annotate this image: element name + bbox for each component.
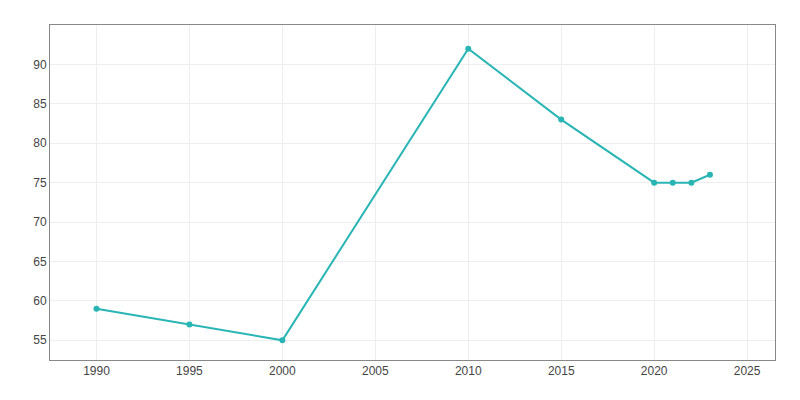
svg-text:2010: 2010 xyxy=(455,364,482,378)
svg-text:65: 65 xyxy=(33,255,47,269)
svg-text:2020: 2020 xyxy=(641,364,668,378)
svg-text:60: 60 xyxy=(33,294,47,308)
svg-text:1995: 1995 xyxy=(176,364,203,378)
svg-text:70: 70 xyxy=(33,215,47,229)
svg-text:2005: 2005 xyxy=(362,364,389,378)
svg-text:80: 80 xyxy=(33,136,47,150)
svg-text:2025: 2025 xyxy=(734,364,761,378)
svg-text:1990: 1990 xyxy=(83,364,110,378)
svg-text:55: 55 xyxy=(33,333,47,347)
svg-text:2000: 2000 xyxy=(269,364,296,378)
svg-text:75: 75 xyxy=(33,176,47,190)
svg-text:90: 90 xyxy=(33,58,47,72)
svg-text:85: 85 xyxy=(33,97,47,111)
svg-text:2015: 2015 xyxy=(548,364,575,378)
